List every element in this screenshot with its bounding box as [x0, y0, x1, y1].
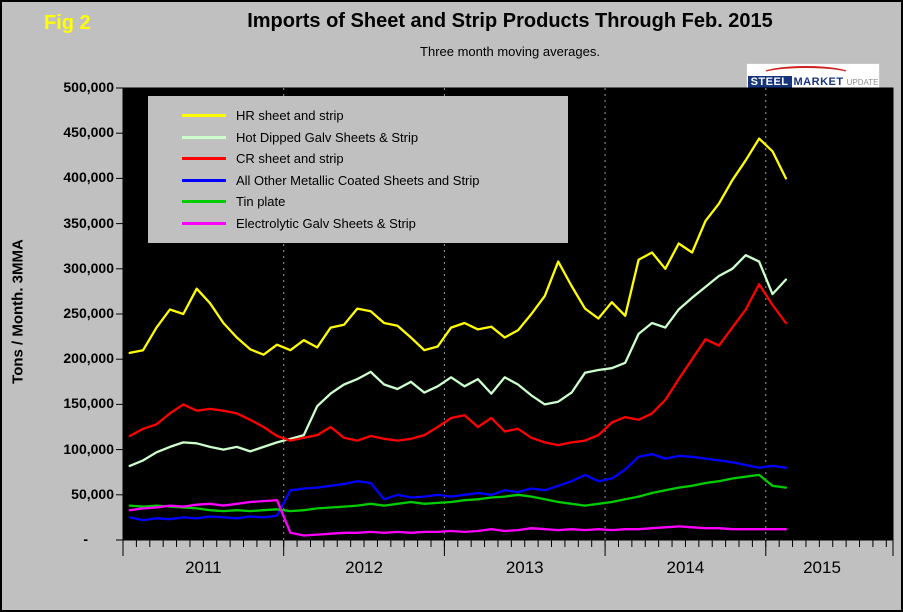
legend-swatch [182, 114, 226, 118]
y-tick-label: 50,000 [71, 485, 114, 502]
legend-swatch [182, 221, 226, 225]
series-line-cr-sheet-and-strip [128, 283, 788, 447]
legend-swatch [182, 178, 226, 182]
y-tick-label: - [83, 531, 88, 547]
legend-label: CR sheet and strip [236, 151, 344, 167]
x-year-label: 2014 [666, 558, 705, 577]
legend-swatch [182, 135, 226, 139]
legend-label: HR sheet and strip [236, 108, 344, 124]
smu-logo: STEEL MARKET UPDATE [746, 63, 880, 93]
y-tick-label: 200,000 [63, 350, 114, 367]
legend-item: CR sheet and strip [182, 148, 568, 170]
legend-item: All Other Metallic Coated Sheets and Str… [182, 170, 568, 192]
legend-item: Hot Dipped Galv Sheets & Strip [182, 127, 568, 149]
y-tick-label: 450,000 [63, 124, 114, 141]
y-tick-label: 300,000 [63, 259, 114, 276]
legend-label: Hot Dipped Galv Sheets & Strip [236, 129, 419, 145]
figure-number: Fig 2 [44, 12, 91, 34]
x-year-label: 2015 [803, 558, 841, 577]
legend-swatch [182, 157, 226, 161]
series-line-hot-dipped-galv-sheets-strip [128, 254, 788, 468]
legend-label: Electrolytic Galv Sheets & Strip [236, 215, 416, 231]
legend-swatch [182, 200, 226, 204]
x-year-label: 2013 [505, 558, 544, 577]
y-tick-label: 250,000 [63, 305, 114, 321]
logo-arc-icon [761, 66, 851, 82]
x-year-label: 2012 [345, 558, 383, 577]
series-line-tin-plate [128, 473, 788, 513]
legend-item: Tin plate [182, 191, 568, 213]
series-line-hr-sheet-and-strip [128, 137, 788, 356]
y-tick-label: 500,000 [63, 79, 114, 95]
y-tick-label: 400,000 [63, 169, 114, 186]
legend: HR sheet and strip Hot Dipped Galv Sheets… [148, 96, 568, 243]
series-line-electrolytic-galv-sheets-strip [128, 499, 788, 537]
series-line-all-other-metallic-coated-sheets-and-strip [128, 452, 788, 522]
legend-label: All Other Metallic Coated Sheets and Str… [236, 172, 480, 188]
legend-item: Electrolytic Galv Sheets & Strip [182, 213, 568, 235]
chart-title: Imports of Sheet and Strip Products Thro… [247, 10, 773, 32]
legend-item: HR sheet and strip [182, 105, 568, 127]
x-year-label: 2011 [185, 558, 222, 577]
y-tick-label: 150,000 [63, 395, 114, 412]
y-tick-label: 350,000 [63, 214, 114, 231]
legend-label: Tin plate [236, 194, 286, 210]
chart-subtitle: Three month moving averages. [420, 44, 600, 59]
logo-update-text: UPDATE [846, 78, 879, 87]
y-tick-label: 100,000 [63, 440, 114, 457]
